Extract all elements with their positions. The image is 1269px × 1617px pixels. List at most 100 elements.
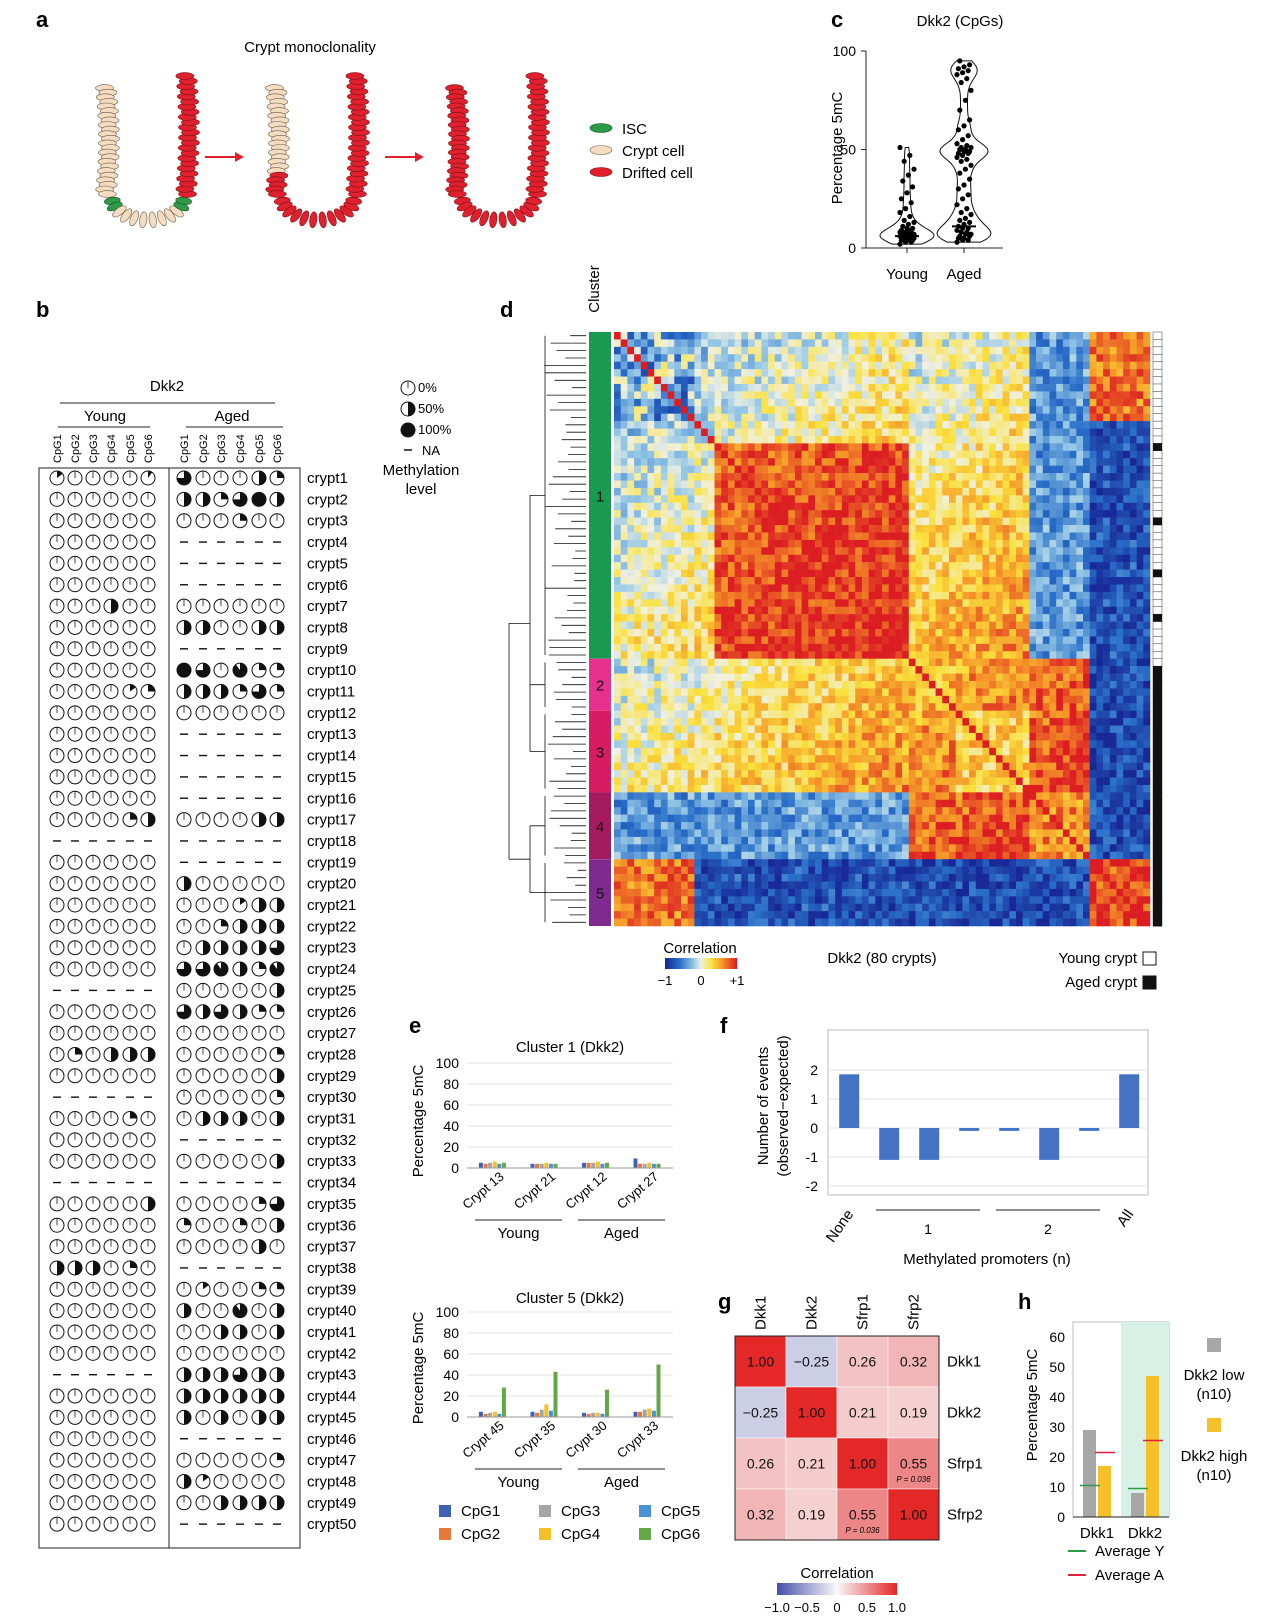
- heatmap-cell: [748, 525, 755, 533]
- heatmap-cell: [734, 487, 742, 496]
- heatmap-cell: [774, 369, 782, 377]
- heatmap-cell: [1123, 510, 1131, 518]
- heatmap-cell: [1136, 428, 1144, 437]
- heatmap-cell: [707, 495, 715, 504]
- heatmap-cell: [841, 554, 849, 563]
- heatmap-cell: [1016, 413, 1023, 422]
- heatmap-cell: [741, 383, 749, 392]
- heatmap-cell: [647, 458, 655, 466]
- methylation-pie: [251, 982, 267, 998]
- heatmap-cell: [908, 376, 916, 385]
- heatmap-cell: [949, 562, 956, 570]
- heatmap-cell: [1036, 532, 1044, 541]
- heatmap-cell: [721, 443, 729, 452]
- heatmap-cell: [754, 532, 762, 541]
- methylation-pie: [140, 1324, 156, 1340]
- heatmap-cell: [975, 525, 983, 533]
- heatmap-cell: [841, 339, 849, 348]
- heatmap-cell: [681, 562, 688, 570]
- pie-fill: [252, 684, 266, 699]
- methylation-pie: [49, 1431, 65, 1447]
- heatmap-cell: [1056, 517, 1064, 526]
- heatmap-cell: [861, 591, 869, 600]
- heatmap-cell: [741, 421, 749, 429]
- heatmap-cell: [614, 398, 621, 407]
- heatmap-cell: [841, 443, 849, 452]
- heatmap-cell: [882, 554, 889, 563]
- heatmap-cell: [1089, 539, 1097, 548]
- heatmap-cell: [1116, 510, 1124, 518]
- heatmap-cell: [922, 480, 930, 489]
- heatmap-cell: [841, 495, 849, 504]
- violin-point: [904, 190, 910, 196]
- heatmap-cell: [741, 435, 749, 444]
- crypt-row: crypt17: [49, 812, 356, 829]
- heatmap-cell: [1116, 473, 1124, 481]
- heatmap-cell: [808, 599, 816, 608]
- heatmap-cell: [774, 480, 782, 489]
- methylation-pie: [103, 1473, 119, 1489]
- heatmap-cell: [1076, 346, 1084, 355]
- methylation-pie: [251, 1303, 267, 1319]
- pie-fill: [57, 1260, 64, 1275]
- methylation-pie: [85, 1324, 101, 1340]
- heatmap-cell: [754, 562, 762, 570]
- heatmap-cell: [1136, 473, 1144, 481]
- heatmap-cell: [614, 599, 621, 608]
- heatmap-cell: [915, 383, 923, 392]
- methylation-pie: [195, 513, 211, 529]
- heatmap-cell: [1016, 532, 1023, 541]
- heatmap-cell: [1016, 465, 1023, 474]
- heatmap-cell: [721, 591, 729, 600]
- heatmap-cell: [1123, 376, 1131, 385]
- heatmap-cell: [882, 510, 889, 518]
- heatmap-cell: [660, 391, 668, 400]
- heatmap-cell: [620, 354, 628, 362]
- heatmap-cell: [620, 346, 628, 355]
- heatmap-cell: [1083, 495, 1090, 504]
- heatmap-cell: [694, 435, 702, 444]
- heatmap-cell: [915, 361, 923, 370]
- heatmap-cell: [975, 569, 983, 578]
- heatmap-cell: [1123, 591, 1131, 600]
- heatmap-cell: [969, 495, 977, 504]
- heatmap-cell: [808, 569, 816, 578]
- heatmap-cell: [942, 339, 950, 348]
- methylation-pie: [122, 1303, 138, 1319]
- heatmap-cell: [835, 562, 843, 570]
- crypt-row: crypt45: [49, 1409, 356, 1426]
- heatmap-cell: [674, 510, 682, 518]
- heatmap-cell: [741, 369, 749, 377]
- heatmap-cell: [882, 443, 889, 452]
- heatmap-cell: [734, 532, 742, 541]
- heatmap-cell: [1036, 502, 1044, 511]
- heatmap-cell: [841, 532, 849, 541]
- cluster-segment-label: 2: [596, 678, 604, 695]
- heatmap-cell: [761, 339, 769, 348]
- heatmap-cell: [902, 376, 910, 385]
- heatmap-cell: [982, 332, 990, 340]
- methylation-pie: [49, 1132, 65, 1148]
- heatmap-cell: [935, 569, 943, 578]
- heatmap-cell: [647, 525, 655, 533]
- methylation-pie: [122, 1281, 138, 1297]
- heatmap-cell: [1089, 569, 1097, 578]
- heatmap-cell: [794, 383, 802, 392]
- heatmap-cell: [908, 480, 916, 489]
- methylation-pie: [122, 1345, 138, 1361]
- methylation-pie: [251, 1409, 267, 1425]
- pie-fill: [259, 1239, 266, 1254]
- heatmap-cell: [888, 406, 896, 414]
- heatmap-cell: [975, 339, 983, 348]
- heatmap-cell: [788, 591, 796, 600]
- heatmap-cell: [1143, 339, 1151, 348]
- methylation-pie: [122, 769, 138, 785]
- heatmap-cell: [1009, 465, 1017, 474]
- heatmap-cell: [647, 383, 655, 392]
- heatmap-cell: [627, 473, 635, 481]
- methylation-pie: [67, 812, 83, 828]
- heatmap-cell: [734, 577, 742, 585]
- heatmap-cell: [694, 369, 702, 377]
- heatmap-cell: [902, 413, 910, 422]
- methylation-pie: [251, 1345, 267, 1361]
